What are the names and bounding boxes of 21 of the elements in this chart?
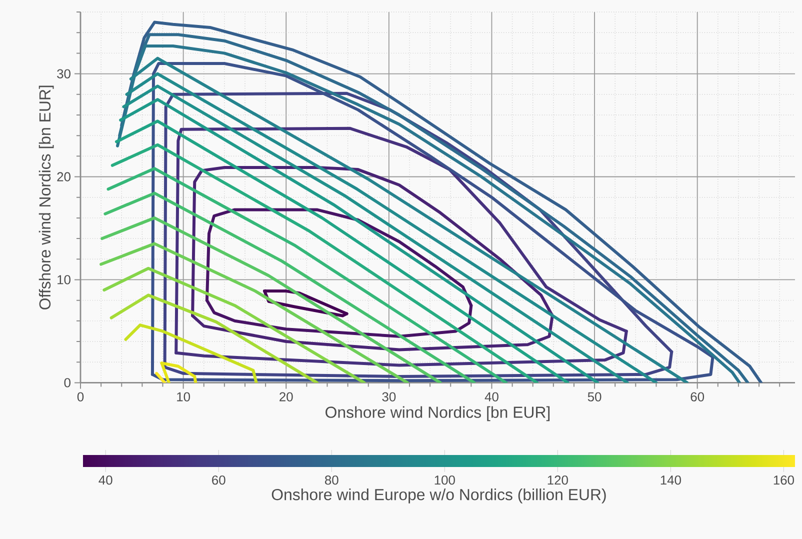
color-bar-label: 120 [548,476,568,485]
color-bar-title: Onshore wind Europe w/o Nordics (billion EUR) [272,488,606,504]
x-tick-label: 50 [588,392,602,402]
x-tick-label: 40 [484,392,498,402]
color-bar-label: 80 [324,476,338,485]
y-tick-label: 30 [57,69,70,78]
x-tick-label: 60 [690,392,704,402]
x-tick-label: 20 [280,392,293,402]
color-bar-label: 60 [212,476,226,485]
x-tick-label: 10 [177,392,190,402]
y-tick-label: 0 [64,378,70,388]
color-bar-label: 160 [774,476,794,485]
y-tick-label: 10 [58,275,70,284]
x-tick-label: 0 [77,392,84,402]
y-axis-title: Offshore wind Nordics [bn EUR] [38,86,54,310]
x-axis-title: Onshore wind Nordics [bn EUR] [326,406,550,422]
color-bar-label: 100 [434,476,455,485]
color-bar-label: 40 [98,476,112,485]
color-bar-label: 140 [660,476,681,485]
x-tick-label: 30 [382,392,396,402]
y-tick-label: 20 [57,172,70,182]
